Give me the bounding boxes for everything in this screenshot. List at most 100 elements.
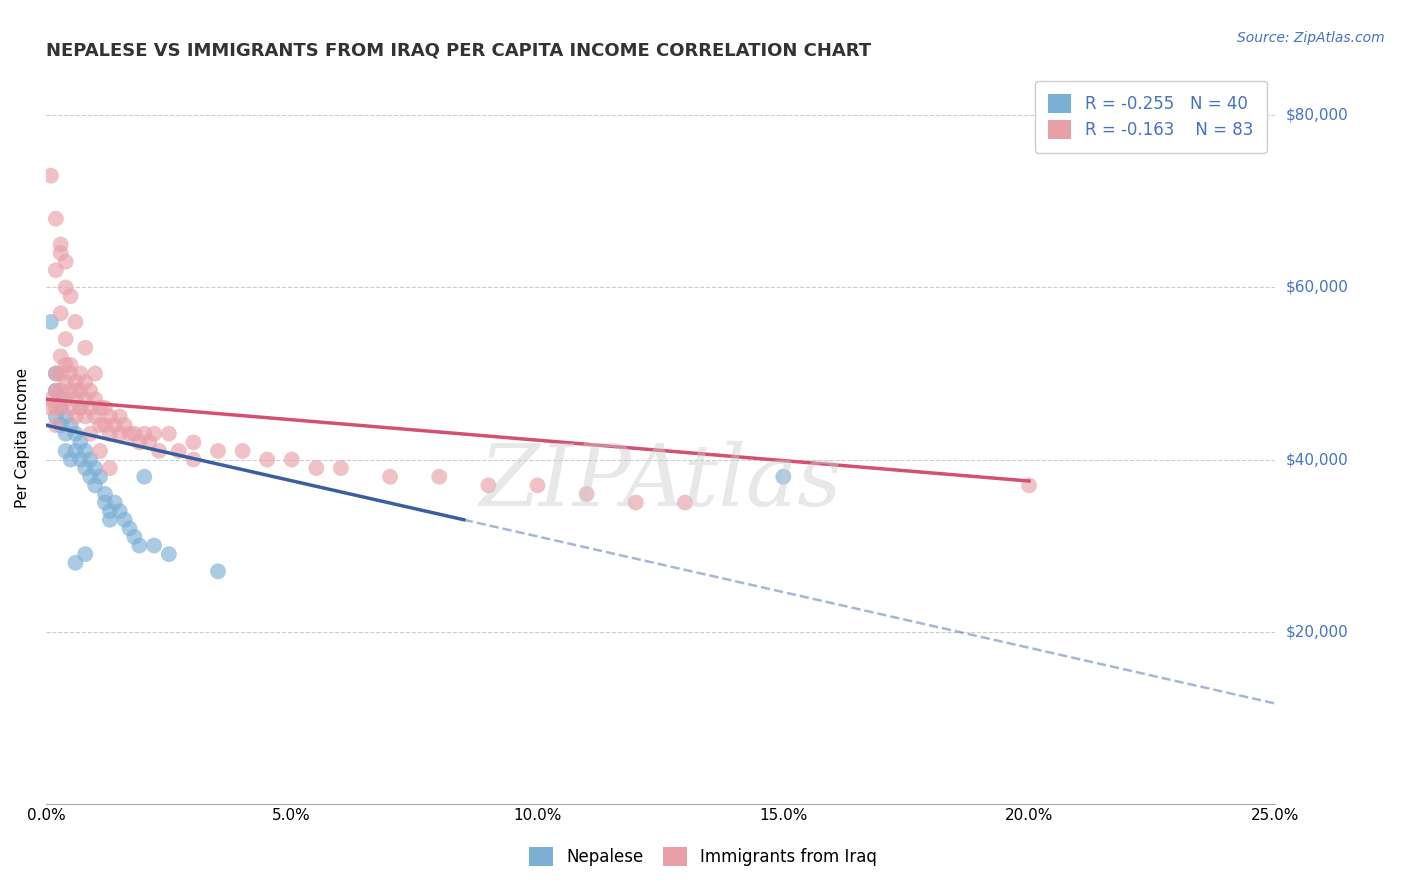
Point xyxy=(98,409,121,424)
Text: $60,000: $60,000 xyxy=(1286,280,1348,295)
Point xyxy=(55,392,77,407)
Point xyxy=(89,401,111,415)
Point xyxy=(55,332,77,346)
Point xyxy=(59,289,82,303)
Point xyxy=(89,418,111,433)
Point xyxy=(79,452,101,467)
Point xyxy=(49,392,72,407)
Point xyxy=(49,401,72,415)
Point xyxy=(45,384,67,398)
Point xyxy=(65,444,87,458)
Point xyxy=(65,375,87,389)
Point xyxy=(128,539,150,553)
Point xyxy=(526,478,548,492)
Point xyxy=(134,469,156,483)
Point xyxy=(108,409,131,424)
Text: $20,000: $20,000 xyxy=(1286,624,1348,639)
Point xyxy=(108,504,131,518)
Point xyxy=(45,384,67,398)
Point xyxy=(75,547,97,561)
Point xyxy=(148,444,170,458)
Point xyxy=(98,461,121,475)
Point xyxy=(207,444,229,458)
Point xyxy=(59,418,82,433)
Point xyxy=(138,435,160,450)
Point xyxy=(183,435,205,450)
Point xyxy=(49,237,72,252)
Point xyxy=(45,367,67,381)
Point xyxy=(69,401,91,415)
Point xyxy=(39,392,62,407)
Point xyxy=(55,254,77,268)
Point xyxy=(104,495,127,509)
Point xyxy=(75,444,97,458)
Point xyxy=(143,539,166,553)
Point xyxy=(55,280,77,294)
Point xyxy=(89,444,111,458)
Point xyxy=(45,418,67,433)
Point xyxy=(45,401,67,415)
Point xyxy=(84,461,107,475)
Legend: R = -0.255   N = 40, R = -0.163    N = 83: R = -0.255 N = 40, R = -0.163 N = 83 xyxy=(1035,81,1267,153)
Point xyxy=(118,521,141,535)
Point xyxy=(65,409,87,424)
Point xyxy=(772,469,794,483)
Point xyxy=(124,426,146,441)
Point xyxy=(69,401,91,415)
Point xyxy=(49,401,72,415)
Point xyxy=(79,426,101,441)
Point xyxy=(128,435,150,450)
Point xyxy=(59,384,82,398)
Point xyxy=(75,341,97,355)
Point xyxy=(79,384,101,398)
Point xyxy=(49,367,72,381)
Point xyxy=(59,358,82,372)
Point xyxy=(114,513,136,527)
Point xyxy=(143,426,166,441)
Point xyxy=(75,461,97,475)
Point xyxy=(94,418,117,433)
Point xyxy=(79,401,101,415)
Point xyxy=(79,469,101,483)
Point xyxy=(39,169,62,183)
Point xyxy=(69,452,91,467)
Point xyxy=(207,565,229,579)
Point xyxy=(55,358,77,372)
Point xyxy=(69,384,91,398)
Point xyxy=(75,409,97,424)
Point xyxy=(84,392,107,407)
Point xyxy=(280,452,302,467)
Point xyxy=(575,487,598,501)
Point xyxy=(49,418,72,433)
Point xyxy=(94,495,117,509)
Point xyxy=(49,349,72,363)
Point xyxy=(45,367,67,381)
Point xyxy=(167,444,190,458)
Point xyxy=(45,211,67,226)
Point xyxy=(114,418,136,433)
Legend: Nepalese, Immigrants from Iraq: Nepalese, Immigrants from Iraq xyxy=(522,838,884,875)
Point xyxy=(232,444,254,458)
Point xyxy=(673,495,696,509)
Point xyxy=(84,367,107,381)
Point xyxy=(98,513,121,527)
Point xyxy=(134,426,156,441)
Point xyxy=(75,392,97,407)
Point xyxy=(69,435,91,450)
Point xyxy=(183,452,205,467)
Point xyxy=(427,469,450,483)
Point xyxy=(89,469,111,483)
Point xyxy=(55,444,77,458)
Point xyxy=(65,392,87,407)
Text: $80,000: $80,000 xyxy=(1286,108,1348,123)
Point xyxy=(98,504,121,518)
Point xyxy=(624,495,647,509)
Point xyxy=(49,246,72,260)
Point xyxy=(75,375,97,389)
Point xyxy=(55,409,77,424)
Point xyxy=(124,530,146,544)
Point xyxy=(84,409,107,424)
Point xyxy=(94,487,117,501)
Point xyxy=(108,426,131,441)
Point xyxy=(65,556,87,570)
